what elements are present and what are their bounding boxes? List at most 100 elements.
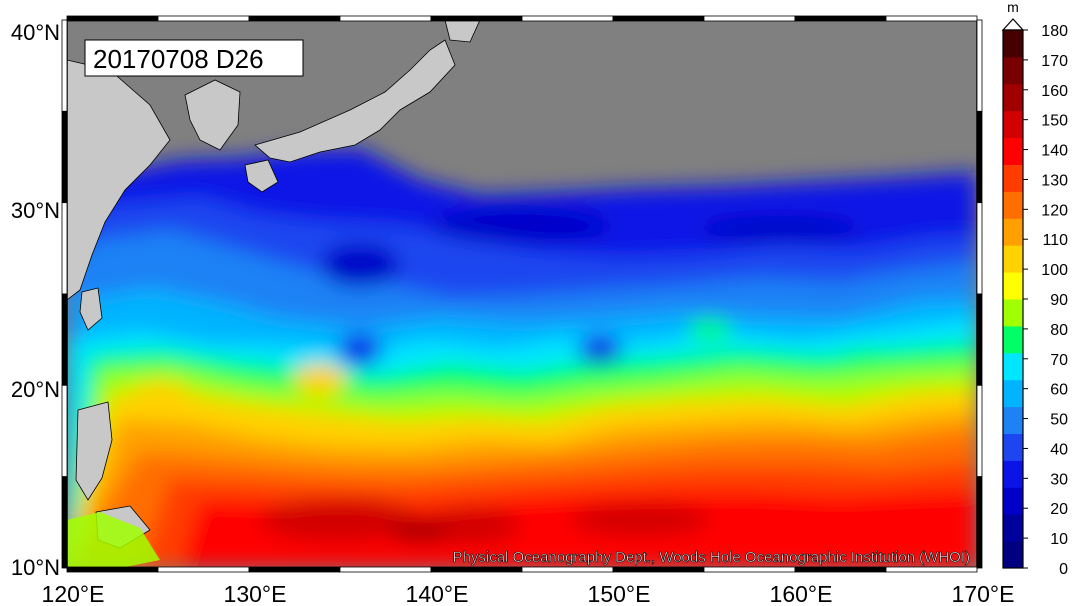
frame-bar-segment [885, 566, 978, 573]
colorbar-swatch [1003, 325, 1023, 354]
colorbar-tick-label: 70 [1050, 352, 1068, 369]
lat-label-10n: 10°N [11, 555, 60, 580]
colorbar-tick-label: 170 [1041, 53, 1068, 70]
colorbar-swatch [1003, 30, 1023, 58]
frame-bar-segment [61, 202, 68, 295]
colorbar-swatch [1003, 379, 1023, 408]
frame-bar-segment [976, 202, 983, 295]
asia-mainland [67, 59, 171, 301]
hokkaido [444, 20, 481, 43]
date-title: 20170708 D26 [93, 44, 264, 74]
frame-bar-segment [61, 384, 68, 478]
date-title-box: 20170708 D26 [84, 39, 304, 77]
frame-bar-segment [521, 566, 614, 573]
frame-bar-segment [66, 566, 159, 573]
colorbar-tick-label: 160 [1041, 83, 1068, 100]
colorbar-swatch [1003, 110, 1023, 139]
lat-label-30n: 30°N [11, 198, 60, 223]
colorbar-tick-label: 40 [1050, 441, 1068, 458]
colorbar-tick-label: 110 [1042, 232, 1068, 249]
colorbar-unit: m [1007, 0, 1019, 15]
map-plot-area [67, 20, 977, 568]
frame-bar-segment [703, 15, 796, 22]
colorbar-swatch [1003, 460, 1023, 488]
colorbar-swatch [1003, 433, 1023, 461]
lat-label-20n: 20°N [11, 377, 60, 402]
frame-bar-segment [794, 566, 887, 573]
frame-bar-segment [521, 15, 614, 22]
colorbar-swatch [1003, 272, 1023, 300]
colorbar-tick-label: 60 [1050, 382, 1068, 399]
colorbar-tick-label: 150 [1041, 113, 1068, 130]
colorbar-tick-label: 20 [1050, 501, 1068, 518]
lon-label-130e: 130°E [224, 581, 287, 606]
colorbar-swatch [1003, 406, 1023, 434]
lon-label-170e: 170°E [952, 581, 1015, 606]
colorbar-swatch [1003, 299, 1023, 327]
lat-label-40n: 40°N [11, 20, 60, 45]
colorbar-swatch [1003, 352, 1023, 381]
colorbar-swatch [1003, 137, 1023, 165]
colorbar-swatches [1003, 30, 1023, 569]
colorbar-tick-labels: 0 10 20 30 40 50 60 70 80 90 100 110 120 130 140 150 160… [1023, 23, 1068, 578]
credit-text: Physical Oceanography Dept., Woods Hole … [453, 549, 970, 566]
frame-bar-segment [703, 566, 796, 573]
frame-bar-segment [61, 476, 68, 569]
korean-peninsula [184, 79, 241, 151]
d26-depth-field [67, 148, 977, 568]
colorbar-tick-label: 50 [1050, 412, 1068, 429]
colorbar-tick-label: 90 [1050, 292, 1068, 309]
frame-bar-segment [61, 110, 68, 204]
philippine-shelf [67, 512, 160, 568]
colorbar: m 0 10 20 30 40 50 60 70 80 90 100 110 120 130 140 150 1… [1001, 0, 1068, 578]
frame-bar-segment [248, 566, 341, 573]
colorbar-tick-label: 30 [1050, 471, 1068, 488]
frame-bar-segment [339, 566, 432, 573]
frame-bar-segment [430, 15, 523, 22]
colorbar-tick-label: 100 [1041, 262, 1068, 279]
frame-bar-segment [61, 293, 68, 386]
colorbar-tick-label: 120 [1041, 202, 1068, 219]
luzon [75, 401, 113, 501]
colorbar-swatch [1003, 164, 1023, 192]
colorbar-tick-label: 140 [1041, 143, 1068, 160]
frame-bar-segment [794, 15, 887, 22]
taiwan [79, 287, 103, 331]
frame-bar-segment [976, 110, 983, 204]
frame-bar-segment [885, 15, 978, 22]
frame-bar-segment [157, 15, 250, 22]
frame-bar-segment [61, 19, 68, 112]
colorbar-swatch [1003, 514, 1023, 542]
frame-bar-segment [339, 15, 432, 22]
latitude-labels: 10°N 20°N 30°N 40°N [11, 20, 60, 580]
lon-label-160e: 160°E [770, 581, 833, 606]
colorbar-overflow-arrow [1001, 18, 1025, 31]
frame-bar-segment [976, 293, 983, 386]
colorbar-tick-label: 180 [1041, 23, 1068, 40]
japan-kyushu [244, 159, 279, 193]
colorbar-swatch [1003, 245, 1023, 273]
colorbar-tick-label: 80 [1050, 322, 1068, 339]
frame-bar-segment [976, 476, 983, 569]
lon-label-150e: 150°E [588, 581, 651, 606]
colorbar-swatch [1003, 83, 1023, 112]
frame-bar-segment [430, 566, 523, 573]
colorbar-tick-label: 130 [1041, 172, 1068, 189]
colorbar-swatch [1003, 56, 1023, 85]
frame-bar-segment [612, 15, 705, 22]
japan-honshu [254, 39, 456, 163]
colorbar-tick-label: 10 [1050, 531, 1068, 548]
colorbar-swatch [1003, 191, 1023, 219]
frame-bar-segment [612, 566, 705, 573]
colorbar-swatch [1003, 218, 1023, 246]
colorbar-swatch [1003, 541, 1023, 569]
frame-bar-segment [66, 15, 159, 22]
lon-label-140e: 140°E [406, 581, 469, 606]
colorbar-tick-label: 0 [1059, 561, 1068, 578]
frame-bar-segment [157, 566, 250, 573]
longitude-labels: 120°E 130°E 140°E 150°E 160°E 170°E [42, 581, 1015, 606]
frame-bar-segment [976, 384, 983, 478]
map-frame-bars [61, 15, 983, 573]
lon-label-120e: 120°E [42, 581, 105, 606]
